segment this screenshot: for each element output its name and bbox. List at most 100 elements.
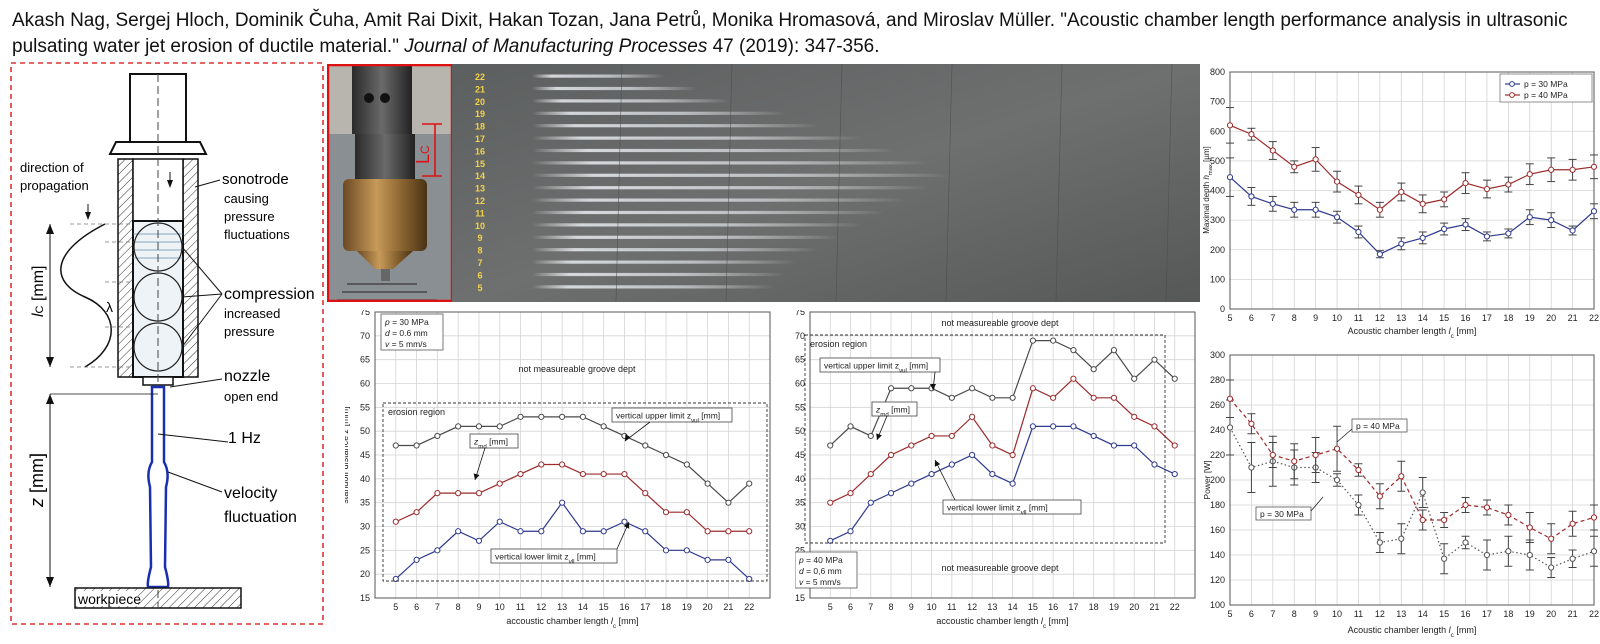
data-point — [887, 451, 895, 459]
x-tick-label: 9 — [909, 602, 914, 612]
x-tick-label: 12 — [1375, 313, 1385, 323]
x-tick-label: 6 — [414, 602, 419, 612]
groove-14 — [532, 173, 950, 177]
plot-frame — [1229, 354, 1595, 606]
lower-limit-arrowhead — [623, 522, 630, 529]
y-axis-label: Maximal depth hmax [µm] — [1202, 146, 1214, 234]
x-tick-label: 12 — [1375, 609, 1385, 619]
legend-marker — [1509, 92, 1515, 98]
y-tick-label: 260 — [1210, 400, 1225, 410]
x-tick-label: 21 — [1149, 602, 1159, 612]
data-point — [908, 385, 915, 392]
series-line — [830, 377, 1176, 504]
sonotrode-arrowhead — [167, 180, 173, 188]
groove-13 — [532, 186, 928, 190]
data-point — [1441, 225, 1448, 233]
chart-standoff-30mpa-svg: 15 20 25 30 35 40 45 50 55 60 65 70 75 5 6 7 8 9 10 11 12 13 1… — [340, 307, 771, 630]
data-point — [1483, 185, 1491, 193]
data-point — [1269, 451, 1276, 459]
photo-brass-tip — [357, 251, 413, 269]
data-point — [1029, 337, 1036, 344]
x-tick-label: 22 — [744, 602, 754, 612]
citation-journal: Journal of Manufacturing Processes — [404, 36, 708, 57]
data-point — [1291, 206, 1298, 213]
data-point — [538, 528, 545, 535]
param-1: d = 0,6 mm — [799, 566, 842, 576]
param-1: d = 0.6 mm — [385, 328, 428, 338]
data-point — [475, 423, 483, 430]
workpiece-label-bg — [76, 591, 138, 606]
data-point — [969, 385, 976, 392]
not-measureable-top: not measureable groove dept — [941, 318, 1059, 328]
data-point — [1151, 423, 1158, 430]
y-tick-label: 60 — [360, 379, 370, 389]
groove-19 — [532, 111, 785, 115]
data-point — [1226, 122, 1234, 129]
increased-label: increased — [224, 306, 280, 321]
series-line — [830, 425, 1175, 542]
data-point — [725, 499, 732, 506]
annotation-arrow-30 — [1310, 496, 1324, 512]
annotation-30: p = 30 MPa — [1260, 509, 1304, 519]
housing-left — [117, 158, 134, 378]
groove-15 — [532, 161, 928, 165]
housing-right — [182, 158, 199, 378]
data-point — [496, 518, 503, 525]
nozzle-photo: LC — [326, 63, 454, 303]
data-point — [1248, 131, 1255, 138]
data-point — [827, 499, 834, 506]
x-tick-label: 11 — [1354, 313, 1363, 323]
data-point — [662, 451, 670, 459]
data-point — [475, 537, 483, 544]
data-point — [683, 461, 690, 468]
data-point — [434, 490, 441, 497]
data-point — [517, 528, 524, 535]
groove-number-18: 18 — [475, 122, 485, 132]
x-tick-label: 21 — [1568, 609, 1578, 619]
data-point — [1131, 413, 1138, 420]
data-point — [1312, 451, 1319, 459]
series-p-30-mpa — [1226, 399, 1598, 578]
groove-number-9: 9 — [477, 233, 482, 243]
data-point — [455, 423, 462, 430]
citation-authors: Akash Nag, Sergej Hloch, Dominik Čuha, A… — [12, 10, 1061, 31]
data-point — [887, 385, 895, 392]
mid-arrowhead — [473, 473, 480, 481]
x-tick-label: 15 — [599, 602, 609, 612]
photo-thread — [355, 134, 415, 179]
series-p-30-mpa — [1226, 157, 1598, 259]
y-tick-label: 300 — [1210, 215, 1225, 225]
y-tick-label: 30 — [795, 522, 805, 532]
groove-number-5: 5 — [477, 283, 482, 293]
photo-nozzle-tip — [381, 269, 390, 281]
data-point — [1131, 375, 1138, 382]
groove-number-17: 17 — [475, 134, 485, 144]
causing-label: causing — [224, 191, 269, 206]
data-point — [1590, 163, 1598, 170]
data-point — [642, 490, 649, 497]
tick-labels: 100 120 140 160 180 200 220 240 260 280 300 5 6 7 8 9 10… — [1210, 350, 1599, 619]
sample-scratch — [615, 63, 623, 303]
data-point — [867, 499, 874, 506]
x-tick-label: 6 — [848, 602, 853, 612]
data-point — [496, 423, 503, 430]
series-lower — [392, 499, 753, 583]
lower-limit-box — [490, 548, 618, 564]
groove-8 — [532, 248, 818, 252]
data-point — [683, 547, 690, 554]
data-point — [1462, 179, 1469, 187]
data-point — [662, 509, 670, 516]
data-point — [392, 442, 399, 449]
lower-limit-arrow — [934, 459, 956, 501]
groove-numbers: 22 21 20 19 18 17 16 15 14 13 12 11 10 9 8 7 6 5 — [475, 72, 485, 293]
data-point — [1569, 227, 1576, 234]
y-tick-label: 30 — [360, 522, 370, 532]
legend-box — [1499, 73, 1593, 103]
series-lower — [827, 423, 1178, 544]
photo-brass-body — [343, 179, 427, 251]
data-point — [1398, 535, 1405, 542]
data-point — [1483, 233, 1491, 240]
upper-limit-label: vertical upper limit zvul [mm] — [616, 411, 720, 425]
y-tick-label: 15 — [795, 593, 805, 603]
